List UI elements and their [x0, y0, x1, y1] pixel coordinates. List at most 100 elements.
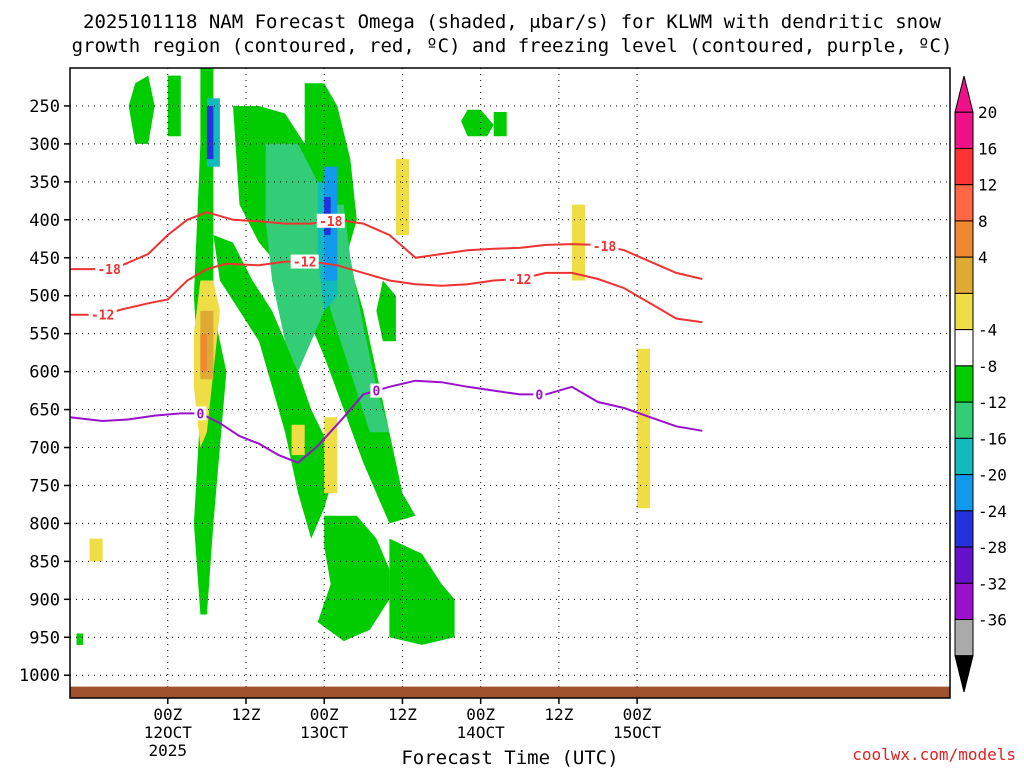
colorbar-band [954, 292, 974, 331]
contour-label: -18 [319, 215, 343, 230]
colorbar-label: -4 [978, 321, 997, 340]
colorbar-band [954, 329, 974, 367]
colorbar: 20 16 12 8 4 -4 -8 -12 -16 -20 -24 -28 -32 -36 [954, 75, 1007, 693]
y-axis: 250 300 350 400 450 500 550 600 650 700 750 800 850 9… [19, 97, 70, 686]
omega-region-22 [637, 348, 651, 509]
y-tick-label: 900 [29, 590, 60, 610]
x-tick-label: 12Z [544, 705, 573, 724]
y-tick-label: 650 [29, 401, 60, 421]
contour-label-bg [533, 387, 546, 402]
x-tick-label: 12Z [388, 705, 417, 724]
omega-region-21 [571, 204, 585, 281]
y-tick-label: 350 [29, 173, 60, 193]
y-tick-label: 500 [29, 287, 60, 307]
x-tick-label: 2025 [149, 741, 188, 760]
omega-region-7 [493, 112, 507, 137]
contour-label-bg [590, 239, 619, 254]
colorbar-label: 12 [978, 176, 997, 195]
ground-surface [70, 686, 950, 698]
colorbar-label: -12 [978, 393, 1007, 412]
colorbar-label: 8 [978, 212, 988, 231]
contour-label: -12 [293, 256, 316, 271]
contour-line-1 [70, 260, 703, 324]
colorbar-band [954, 256, 974, 294]
x-tick-label: 00Z [466, 705, 495, 724]
colorbar-band [954, 147, 974, 186]
x-tick-label: 13OCT [300, 723, 349, 742]
y-tick-label: 250 [29, 97, 60, 117]
colorbar-label: -36 [978, 611, 1007, 630]
contour-label: -18 [97, 263, 121, 278]
y-tick-label: 550 [29, 325, 60, 345]
contour-label-bg [88, 307, 117, 322]
colorbar-top-triangle [954, 75, 974, 113]
contour-label: 0 [372, 385, 380, 400]
colorbar-band [954, 220, 974, 258]
colorbar-band [954, 510, 974, 548]
colorbar-label: -32 [978, 574, 1007, 593]
colorbar-band [954, 437, 974, 476]
colorbar-label: -24 [978, 502, 1007, 521]
omega-region-9 [167, 75, 181, 137]
contour-label: -12 [91, 309, 114, 324]
contour-label-bg [316, 213, 345, 228]
y-tick-label: 800 [29, 514, 60, 534]
colorbar-band [954, 111, 974, 149]
colorbar-label: 20 [978, 103, 997, 122]
credit-text: coolwx.com/models [852, 745, 1016, 764]
contour-line-2 [70, 379, 703, 464]
contour-label: -12 [508, 273, 531, 288]
x-tick-label: 14OCT [457, 723, 506, 742]
contour-label: 0 [196, 407, 204, 422]
x-tick-label: 12OCT [144, 723, 193, 742]
colorbar-label: -20 [978, 466, 1007, 485]
plot-frame [69, 67, 951, 699]
contour-label: 0 [535, 388, 543, 403]
colorbar-label: -16 [978, 429, 1007, 448]
x-tick-label: 00Z [623, 705, 652, 724]
omega-region-11 [76, 633, 83, 645]
chart-title-line1: 2025101118 NAM Forecast Omega (shaded, μ… [83, 11, 941, 33]
y-tick-label: 300 [29, 135, 60, 155]
plot-area: -18 -18 -18 -12 -12 -12 0 0 0 [69, 67, 951, 699]
contour-label: -18 [593, 240, 617, 255]
colorbar-band [954, 546, 974, 584]
omega-region-17 [206, 106, 214, 160]
contour-label-bg [505, 272, 534, 287]
y-tick-label: 950 [29, 628, 60, 648]
omega-region-25 [291, 424, 305, 456]
colorbar-bottom-triangle [954, 655, 974, 693]
y-tick-label: 850 [29, 552, 60, 572]
colorbar-band [954, 365, 974, 403]
omega-region-23 [324, 417, 338, 494]
colorbar-band [954, 401, 974, 439]
omega-region-5 [389, 538, 455, 645]
contour-label-bg [370, 383, 383, 398]
x-axis-title: Forecast Time (UTC) [401, 747, 618, 768]
x-tick-label: 00Z [310, 705, 339, 724]
omega-region-1 [213, 235, 338, 539]
omega-region-24 [89, 538, 103, 562]
x-tick-label: 00Z [153, 705, 182, 724]
omega-region-4 [317, 515, 390, 642]
contour-lines: -18 -18 -18 -12 -12 -12 0 0 0 [70, 211, 703, 464]
omega-region-8 [128, 75, 155, 144]
colorbar-band [954, 619, 974, 657]
x-tick-label: 15OCT [613, 723, 662, 742]
omega-region-10 [376, 280, 396, 342]
colorbar-label: 16 [978, 139, 997, 158]
omega-region-27 [200, 333, 207, 372]
y-tick-label: 600 [29, 363, 60, 383]
colorbar-band [954, 582, 974, 621]
y-tick-label: 700 [29, 439, 60, 459]
omega-region-20 [395, 159, 409, 235]
y-tick-label: 1000 [19, 666, 60, 686]
colorbar-label: 4 [978, 248, 988, 267]
colorbar-label: -8 [978, 357, 997, 376]
omega-region-6 [461, 109, 494, 137]
chart-title-line2: growth region (contoured, red, ºC) and f… [72, 35, 953, 57]
colorbar-band [954, 184, 974, 222]
y-tick-label: 450 [29, 249, 60, 269]
